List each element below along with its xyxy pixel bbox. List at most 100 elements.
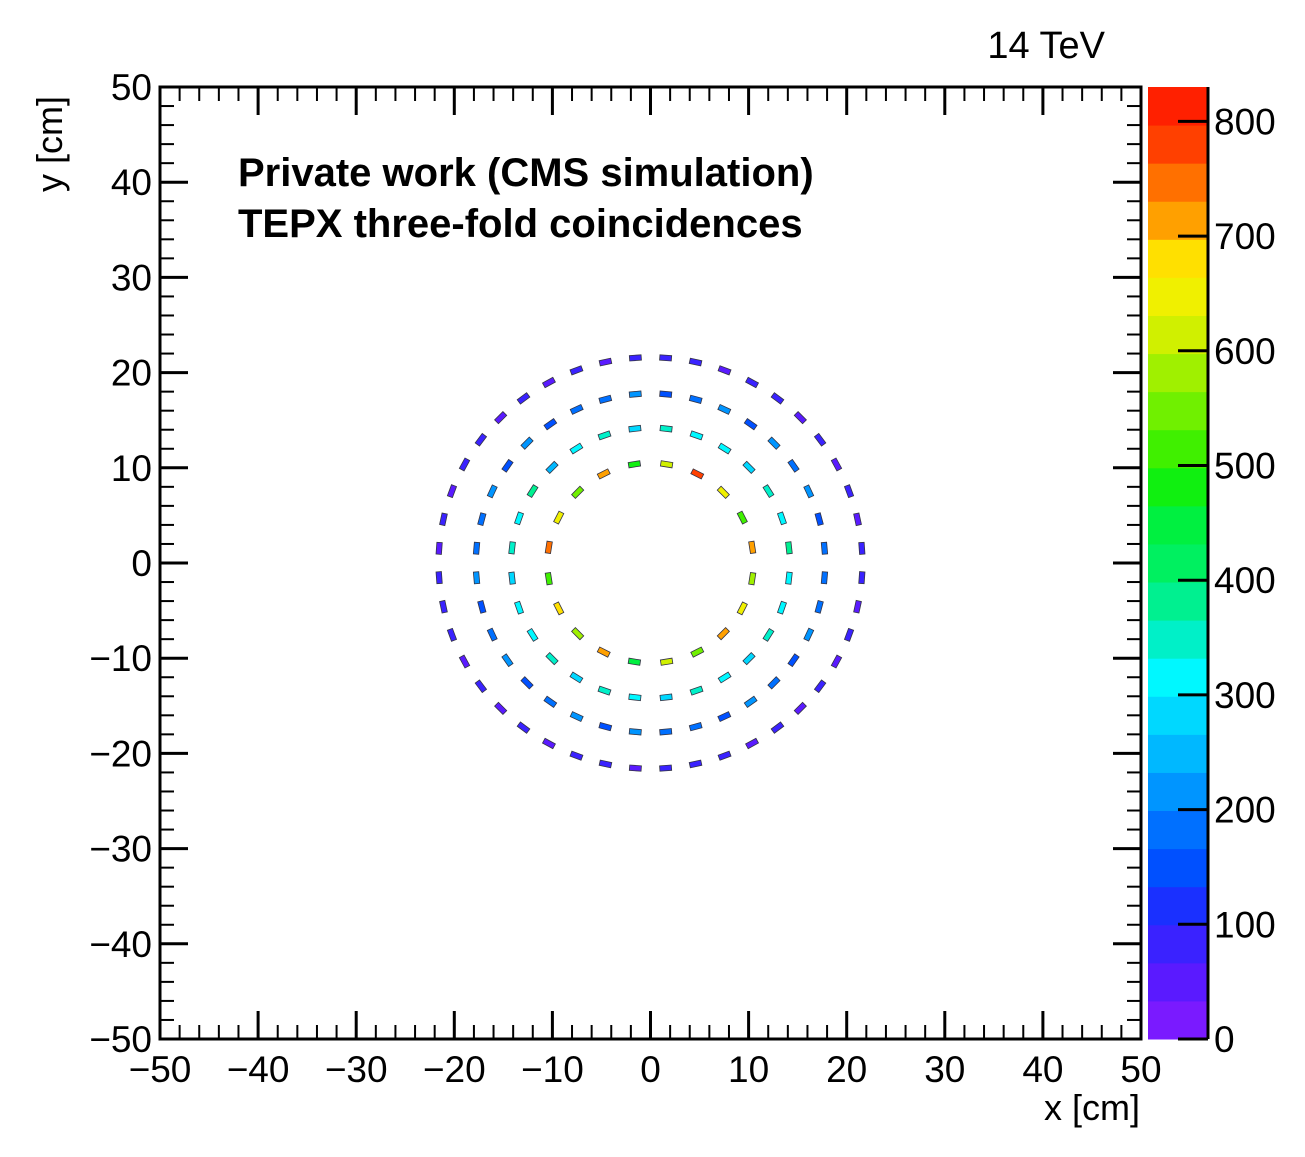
colorbar-band xyxy=(1148,582,1208,621)
heatmap-cell-ring-4 xyxy=(793,410,807,425)
heatmap-cell-ring-3 xyxy=(486,627,498,642)
heatmap-cell-ring-2 xyxy=(689,685,704,696)
heatmap-cell-ring-4 xyxy=(745,376,760,389)
heatmap-cell-ring-1 xyxy=(544,540,553,555)
heatmap-cell-ring-4 xyxy=(541,376,556,389)
heatmap-cell-ring-4 xyxy=(745,737,760,750)
heatmap-cell-ring-4 xyxy=(494,701,508,716)
heatmap-cell-ring-4 xyxy=(458,654,471,669)
heatmap-cell-ring-2 xyxy=(785,571,793,585)
y-tick-label: 30 xyxy=(111,257,152,298)
heatmap-cell-ring-3 xyxy=(472,541,481,555)
heatmap-cell-ring-3 xyxy=(486,484,498,499)
heatmap-cell-ring-4 xyxy=(770,392,785,405)
annotation-line-2: TEPX three-fold coincidences xyxy=(238,202,803,246)
heatmap-cell-ring-4 xyxy=(717,750,732,761)
heatmap-cell-ring-3 xyxy=(820,571,829,585)
y-tick-label: 40 xyxy=(111,162,152,203)
heatmap-cell-ring-3 xyxy=(598,394,613,404)
colorbar-tick-label: 600 xyxy=(1214,331,1276,372)
colorbar-band xyxy=(1148,658,1208,697)
heatmap-cell-ring-3 xyxy=(743,695,758,708)
heatmap-cell-ring-3 xyxy=(803,627,815,642)
heatmap-cell-ring-2 xyxy=(776,600,787,615)
colorbar-band xyxy=(1148,87,1208,126)
heatmap-cell-ring-3 xyxy=(688,394,703,404)
heatmap-cell-ring-3 xyxy=(659,728,673,736)
heatmap-cell-ring-3 xyxy=(520,676,534,690)
colorbar-tick-label: 700 xyxy=(1214,216,1276,257)
y-tick-label: −30 xyxy=(89,829,152,870)
heatmap-cell-ring-4 xyxy=(598,759,613,769)
heatmap-cell-ring-2 xyxy=(526,627,539,642)
heatmap-cell-ring-4 xyxy=(858,571,866,585)
colorbar-band xyxy=(1148,467,1208,507)
heatmap-cell-ring-4 xyxy=(435,541,443,555)
heatmap-cell-ring-1 xyxy=(596,468,611,480)
x-tick-label: 30 xyxy=(924,1049,965,1090)
y-tick-label: −40 xyxy=(89,924,152,965)
heatmap-cell-ring-3 xyxy=(501,458,514,473)
y-tick-label: −20 xyxy=(89,733,152,774)
heatmap-cell-ring-3 xyxy=(543,695,558,708)
colorbar-band xyxy=(1148,886,1208,926)
x-tick-label: −50 xyxy=(129,1049,192,1090)
heatmap-cell-ring-4 xyxy=(770,721,785,734)
heatmap-cell-ring-1 xyxy=(544,571,553,586)
heatmap-cell-ring-1 xyxy=(690,646,705,658)
heatmap-cell-ring-3 xyxy=(787,458,800,473)
x-tick-label: 40 xyxy=(1022,1049,1063,1090)
heatmap-cell-ring-3 xyxy=(767,676,781,690)
x-tick-label: 10 xyxy=(728,1049,769,1090)
heatmap-cell-ring-1 xyxy=(596,646,611,658)
heatmap-cell-ring-4 xyxy=(858,541,866,555)
heatmap-cell-ring-4 xyxy=(717,365,732,376)
heatmap-cell-ring-2 xyxy=(659,693,673,702)
heatmap-cell-ring-4 xyxy=(843,484,855,499)
colorbar-tick-label: 400 xyxy=(1214,560,1276,601)
x-tick-label: −10 xyxy=(521,1049,584,1090)
heatmap-cell-ring-3 xyxy=(814,599,824,614)
heatmap-cell-ring-3 xyxy=(628,728,642,736)
colorbar-band xyxy=(1148,201,1208,240)
heatmap-cell-ring-4 xyxy=(813,679,827,694)
heatmap-cell-ring-1 xyxy=(736,510,748,525)
colorbar-tick-label: 800 xyxy=(1214,101,1276,142)
heatmap-cell-ring-1 xyxy=(627,657,642,666)
heatmap-cell-ring-2 xyxy=(545,460,559,475)
colorbar-band xyxy=(1148,353,1208,393)
heatmap-cell-ring-4 xyxy=(446,627,458,642)
heatmap-cell-ring-2 xyxy=(514,511,525,526)
heatmap-cell-ring-1 xyxy=(553,601,565,616)
colorbar-band xyxy=(1148,696,1208,735)
colorbar-band xyxy=(1148,962,1208,1002)
heatmap-cell-ring-2 xyxy=(689,430,704,441)
heatmap-cell-ring-1 xyxy=(553,510,565,525)
colorbar-band xyxy=(1148,315,1208,355)
x-axis-label: x [cm] xyxy=(1044,1087,1140,1128)
x-tick-label: −40 xyxy=(227,1049,290,1090)
heatmap-cell-ring-3 xyxy=(598,722,613,732)
heatmap-cell-ring-3 xyxy=(501,653,514,668)
colorbar-band xyxy=(1148,505,1208,545)
heatmap-cell-ring-4 xyxy=(853,512,862,527)
heatmap-cell-ring-4 xyxy=(439,512,448,527)
heatmap-cell-ring-3 xyxy=(569,711,584,723)
x-axis: −50 −40 −30 −20 −10 0 10 20 30 40 50 xyxy=(129,87,1162,1090)
heatmap-cell-ring-3 xyxy=(717,403,732,415)
colorbar-band xyxy=(1148,277,1208,316)
heatmap-cell-ring-4 xyxy=(628,764,642,772)
heatmap-cell-ring-4 xyxy=(458,457,471,472)
colorbar-band xyxy=(1148,620,1208,659)
colorbar-band xyxy=(1148,543,1208,583)
colorbar-tick-label: 0 xyxy=(1214,1019,1235,1060)
x-tick-label: 0 xyxy=(640,1049,661,1090)
heatmap-cell-ring-4 xyxy=(830,654,843,669)
y-tick-label: −50 xyxy=(89,1019,152,1060)
heatmap-cell-ring-2 xyxy=(597,430,612,441)
heatmap-cell-ring-4 xyxy=(435,571,443,585)
y-tick-label: 50 xyxy=(111,67,152,108)
heatmap-cell-ring-3 xyxy=(767,436,781,450)
heatmap-cell-ring-1 xyxy=(716,485,730,499)
